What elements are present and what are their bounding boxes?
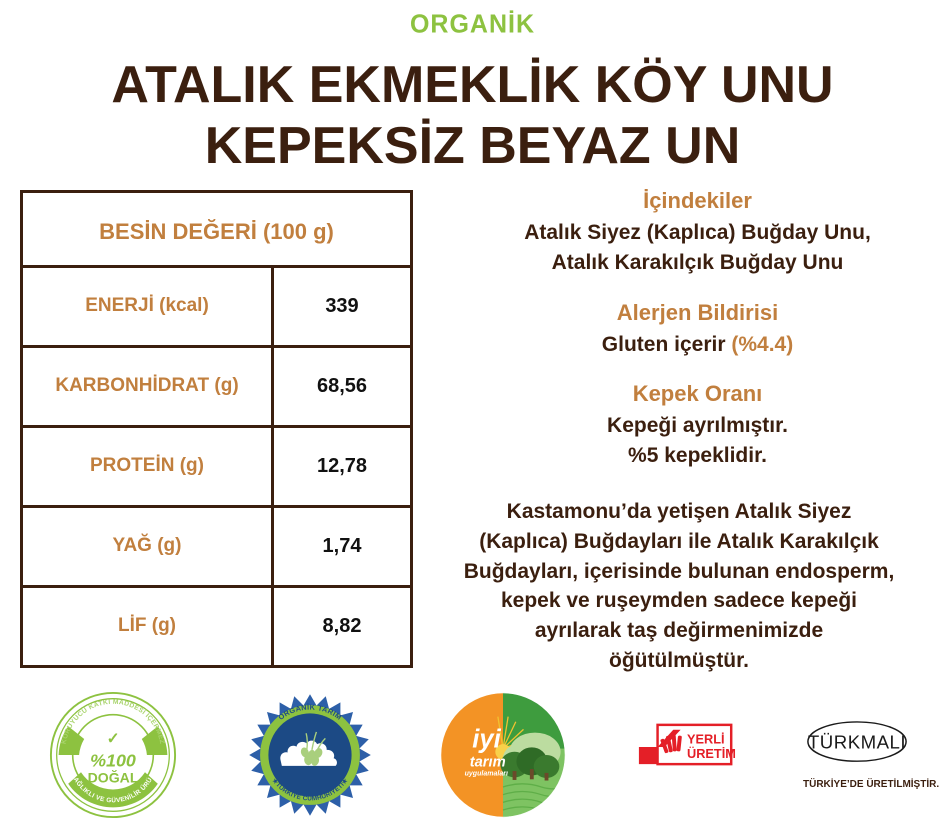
svg-text:✓: ✓ — [107, 730, 120, 747]
svg-text:iyi: iyi — [472, 725, 501, 753]
svg-text:DOĞAL: DOĞAL — [88, 769, 139, 786]
svg-text:YERLİ: YERLİ — [687, 732, 725, 747]
svg-text:uygulamaları: uygulamaları — [465, 770, 508, 777]
svg-text:ÜRETİM: ÜRETİM — [687, 746, 736, 761]
svg-text:%100: %100 — [90, 751, 136, 771]
svg-text:TÜRKMALI: TÜRKMALI — [808, 731, 906, 752]
svg-text:tarım: tarım — [470, 755, 506, 771]
